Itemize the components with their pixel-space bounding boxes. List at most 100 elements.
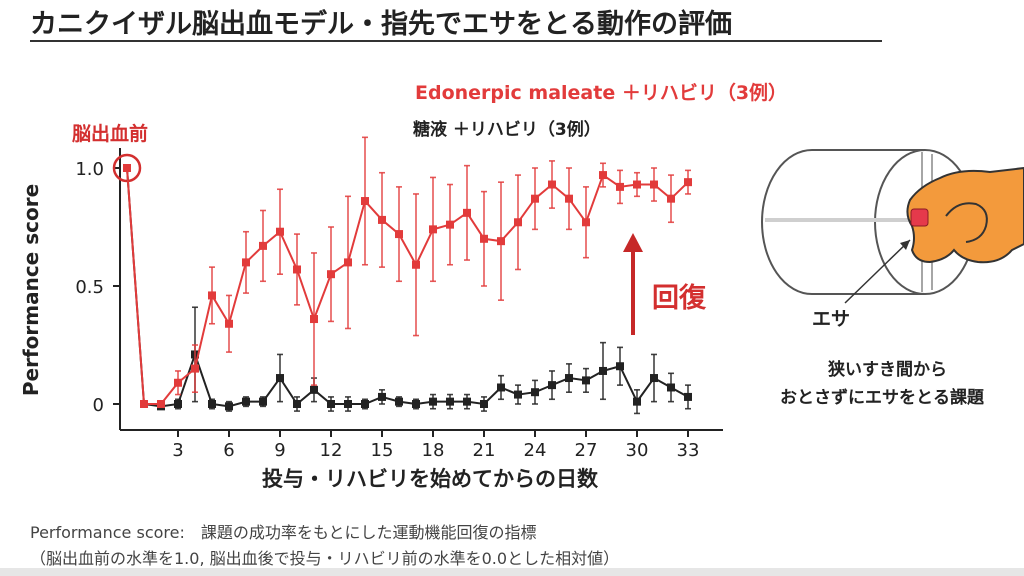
data-point: [242, 258, 250, 267]
series-vehicle: [123, 164, 692, 415]
series-line: [126, 167, 689, 405]
x-tick-label: 33: [677, 440, 700, 461]
data-point: [497, 237, 505, 246]
series-layer: [123, 136, 692, 415]
data-point: [140, 400, 148, 408]
data-point: [225, 402, 233, 411]
data-point: [225, 319, 233, 328]
data-point: [531, 194, 539, 203]
data-point: [293, 265, 301, 274]
data-point: [310, 315, 318, 324]
data-point: [429, 397, 437, 406]
data-point: [208, 291, 216, 300]
x-tick-label: 21: [473, 440, 496, 461]
legend-edonerpic: Edonerpic maleate ＋リハビリ（3例）: [415, 81, 787, 104]
food-pellet: [910, 208, 929, 227]
data-point: [599, 366, 607, 375]
data-point: [174, 400, 182, 408]
footnote-definition: Performance score: 課題の成功率をもとにした運動機能回復の指標: [30, 523, 537, 542]
x-tick-label: 24: [524, 440, 547, 461]
data-point: [242, 397, 250, 406]
data-point: [531, 388, 539, 397]
data-point: [650, 374, 658, 383]
data-point: [123, 164, 131, 172]
x-axis-label: 投与・リハビリを始めてからの日数: [262, 467, 599, 491]
data-point: [565, 374, 573, 383]
x-tick-label: 27: [575, 440, 598, 461]
x-tick-label: 18: [422, 440, 445, 461]
data-point: [259, 397, 267, 406]
page-title: カニクイザル脳出血モデル・指先でエサをとる動作の評価: [30, 9, 732, 40]
bottom-bar: [0, 568, 1024, 576]
data-point: [633, 180, 641, 189]
x-tick-label: 9: [274, 440, 285, 461]
data-point: [174, 378, 182, 387]
data-point: [548, 381, 556, 390]
task-caption-line2: おとさずにエサをとる課題: [780, 387, 985, 408]
data-point: [327, 270, 335, 279]
data-point: [480, 234, 488, 243]
data-point: [667, 383, 675, 392]
data-point: [463, 397, 471, 406]
food-pointer-head: [900, 240, 910, 250]
task-caption-line1: 狭いすき間から: [827, 359, 947, 380]
data-point: [446, 220, 454, 229]
y-tick-label: 0.5: [75, 277, 104, 298]
data-point: [565, 194, 573, 203]
x-tick-label: 15: [371, 440, 394, 461]
data-point: [616, 362, 624, 371]
data-point: [361, 197, 369, 206]
data-point: [191, 364, 199, 373]
pre-stroke-label: 脳出血前: [71, 122, 148, 145]
x-tick-label: 30: [626, 440, 649, 461]
tube-left-end: [761, 149, 813, 295]
recovery-arrow-head: [623, 233, 643, 252]
data-point: [497, 383, 505, 392]
data-point: [616, 182, 624, 191]
title-underline: [30, 40, 882, 42]
data-point: [480, 400, 488, 408]
data-point: [344, 258, 352, 267]
data-point: [514, 218, 522, 227]
data-point: [582, 218, 590, 227]
data-point: [395, 230, 403, 239]
data-point: [378, 392, 386, 401]
data-point: [582, 376, 590, 385]
data-point: [599, 171, 607, 180]
data-point: [548, 180, 556, 189]
data-point: [310, 385, 318, 394]
y-axis-label: Performance score: [19, 184, 43, 396]
data-point: [259, 241, 267, 250]
hand-shape: [906, 166, 1024, 264]
data-point: [446, 397, 454, 406]
data-point: [633, 397, 641, 406]
food-label: エサ: [812, 308, 850, 330]
data-point: [514, 390, 522, 399]
series-edonerpic: [123, 136, 692, 408]
hand-finger-curl: [945, 202, 988, 243]
x-tick-label: 3: [172, 440, 183, 461]
data-point: [344, 400, 352, 408]
data-point: [667, 194, 675, 203]
data-point: [684, 392, 692, 401]
data-point: [429, 225, 437, 234]
y-tick-label: 0: [93, 395, 104, 416]
x-tick-label: 12: [320, 440, 343, 461]
footnote-explanation: （脳出血前の水準を1.0, 脳出血後で投与・リハビリ前の水準を0.0とした相対値…: [30, 549, 620, 568]
x-tick-label: 6: [223, 440, 234, 461]
data-point: [276, 227, 284, 236]
data-point: [395, 397, 403, 406]
series-line: [126, 167, 689, 408]
data-point: [650, 180, 658, 189]
data-point: [463, 208, 471, 217]
data-point: [208, 400, 216, 408]
data-point: [361, 400, 369, 408]
y-tick-label: 1.0: [75, 159, 104, 180]
x-ticks: 3 6 9 12 15 18 21 24 27 30 33: [172, 430, 699, 461]
task-illustration: [761, 149, 1024, 304]
data-point: [412, 400, 420, 408]
food-pointer-line: [844, 239, 911, 304]
data-point: [327, 400, 335, 408]
data-point: [684, 178, 692, 187]
